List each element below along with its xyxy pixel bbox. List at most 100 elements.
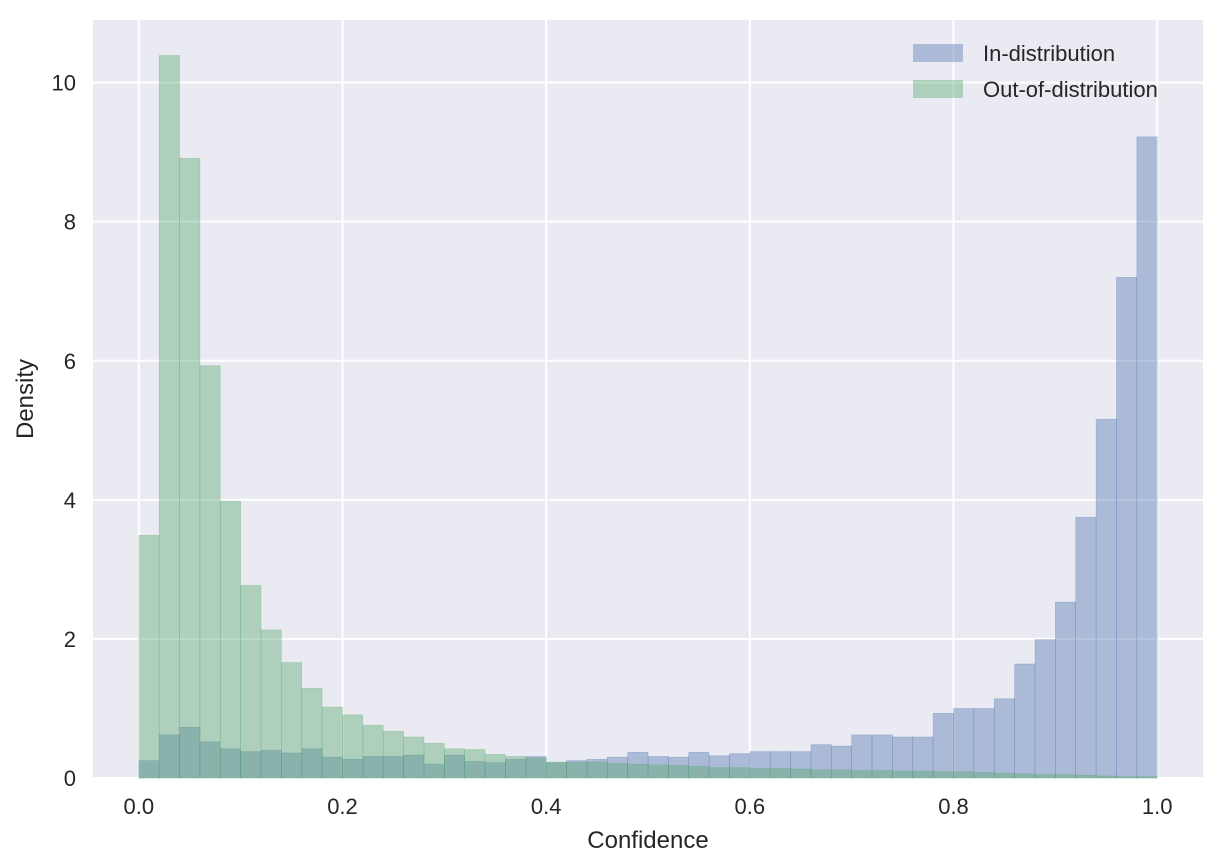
legend-swatch-out-of-distribution <box>913 80 963 98</box>
histogram-bar <box>1034 639 1056 779</box>
histogram-bars <box>138 55 1158 779</box>
legend-swatch-in-distribution <box>913 44 963 62</box>
histogram-bar <box>240 751 262 779</box>
histogram-bar <box>627 751 649 779</box>
histogram-bar <box>321 756 343 779</box>
histogram-bar <box>444 748 465 779</box>
histogram-bar <box>1075 774 1097 779</box>
histogram-bar <box>749 751 771 779</box>
histogram-bar <box>688 765 710 779</box>
histogram-bar <box>1116 776 1138 779</box>
y-tick-label: 8 <box>64 210 76 235</box>
x-tick-label: 0.2 <box>327 794 358 819</box>
histogram-bar <box>566 760 588 779</box>
histogram-bar <box>1055 774 1077 779</box>
histogram-bar <box>382 756 404 779</box>
histogram-bar <box>831 769 852 779</box>
histogram-bar <box>871 770 893 779</box>
histogram-bar <box>138 760 160 779</box>
histogram-bar <box>342 714 364 779</box>
histogram-bar <box>912 736 934 779</box>
histogram-bar <box>993 698 1015 779</box>
y-axis-ticks: 0 2 4 6 8 10 <box>52 71 76 791</box>
histogram-bar <box>219 748 241 779</box>
histogram-bar <box>505 758 527 779</box>
histogram-bar <box>892 770 914 779</box>
histogram-bar <box>199 365 221 779</box>
histogram-bar <box>932 713 954 779</box>
histogram-bar <box>647 764 669 779</box>
histogram-bar <box>179 158 201 779</box>
histogram-bar <box>973 708 995 779</box>
histogram-bar <box>1014 663 1036 779</box>
histogram-bar <box>281 662 303 779</box>
histogram-bar <box>423 763 445 779</box>
histogram-bar <box>606 756 628 779</box>
histogram-bar <box>240 585 262 779</box>
histogram-bar <box>464 749 486 779</box>
y-tick-label: 0 <box>64 766 76 791</box>
histogram-bar <box>158 734 180 779</box>
histogram-bar <box>708 755 730 779</box>
histogram-bar <box>586 761 608 779</box>
histogram-bar <box>1095 775 1117 779</box>
series-in-distribution <box>138 136 1158 779</box>
histogram-bar <box>138 535 160 779</box>
x-tick-label: 0.0 <box>124 794 155 819</box>
histogram-bar <box>464 761 486 779</box>
histogram-bar <box>688 751 710 779</box>
histogram-bar <box>321 706 343 779</box>
histogram-bar <box>403 754 425 779</box>
histogram-bar <box>199 741 221 779</box>
histogram-bar <box>790 751 812 779</box>
histogram-bar <box>301 687 323 779</box>
histogram-bar <box>1055 601 1077 779</box>
histogram-bar <box>668 765 690 779</box>
histogram-bar <box>851 734 873 779</box>
x-tick-label: 1.0 <box>1142 794 1173 819</box>
histogram-bar <box>545 762 567 779</box>
histogram-bar <box>301 748 323 779</box>
histogram-bar <box>260 749 282 779</box>
histogram-bar <box>831 745 852 779</box>
legend-label-out-of-distribution: Out-of-distribution <box>983 77 1158 102</box>
histogram-bar <box>1095 418 1117 779</box>
legend: In-distribution Out-of-distribution <box>913 41 1158 102</box>
histogram-bar <box>1014 773 1036 779</box>
histogram-bar <box>484 762 506 779</box>
histogram-bar <box>525 756 547 779</box>
y-axis-label: Density <box>12 359 39 439</box>
histogram-bar <box>790 768 812 779</box>
histogram-bar <box>484 754 506 779</box>
histogram-bar <box>505 756 527 779</box>
histogram-bar <box>525 757 547 779</box>
histogram-bar <box>1034 774 1056 779</box>
series-out-of-distribution <box>138 55 1158 779</box>
x-tick-label: 0.6 <box>735 794 766 819</box>
histogram-bar <box>932 771 954 779</box>
histogram-bar <box>179 726 201 779</box>
histogram-bar <box>953 771 975 779</box>
histogram-bar <box>769 767 791 779</box>
plot-background <box>93 20 1203 778</box>
histogram-bar <box>158 55 180 779</box>
histogram-bar <box>586 758 608 779</box>
x-tick-label: 0.8 <box>938 794 969 819</box>
histogram-bar <box>871 734 893 779</box>
histogram-bar <box>260 629 282 779</box>
histogram-bar <box>1136 136 1158 779</box>
x-axis-label: Confidence <box>587 827 708 854</box>
y-tick-label: 10 <box>52 71 76 96</box>
histogram-bar <box>729 767 751 779</box>
histogram-bar <box>545 761 567 779</box>
histogram-bar <box>423 742 445 779</box>
histogram-bar <box>810 769 832 779</box>
histogram-bar <box>219 500 241 779</box>
histogram-bar <box>892 736 914 779</box>
histogram-bar <box>953 708 975 779</box>
histogram-bar <box>627 763 649 779</box>
x-axis-ticks: 0.0 0.2 0.4 0.6 0.8 1.0 <box>124 794 1173 819</box>
histogram-bar <box>810 744 832 779</box>
histogram-bar <box>403 736 425 779</box>
